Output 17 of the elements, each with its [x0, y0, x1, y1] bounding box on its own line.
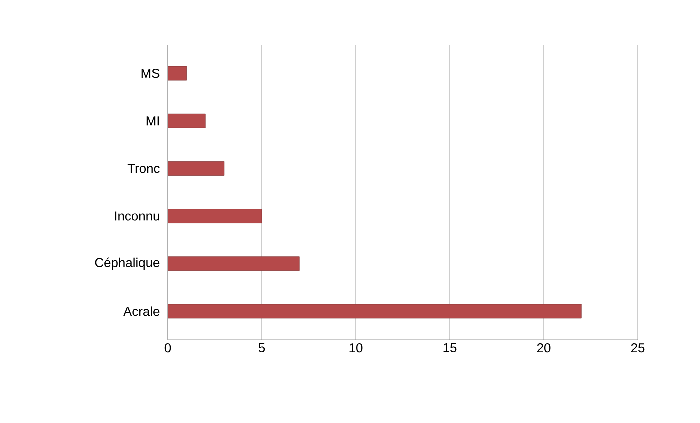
y-tick-label: Inconnu	[115, 212, 160, 221]
bar	[168, 209, 262, 224]
x-tick-label: 10	[350, 344, 363, 353]
x-tick-label: 25	[631, 344, 645, 353]
bar	[168, 256, 300, 272]
x-tick-label: 20	[537, 344, 551, 353]
y-tick-label: Céphalique	[95, 258, 160, 270]
y-tick-label: MI	[146, 116, 160, 126]
x-tick-label: 15	[444, 344, 457, 353]
bar	[168, 114, 206, 128]
y-tick-label: Acrale	[124, 306, 160, 316]
y-tick-label: MS	[142, 68, 160, 78]
y-tick-label: Tronc	[128, 164, 160, 174]
x-tick-label: 5	[258, 344, 266, 353]
bar	[168, 162, 225, 176]
x-tick-label: 0	[164, 344, 172, 353]
bar	[168, 304, 582, 319]
